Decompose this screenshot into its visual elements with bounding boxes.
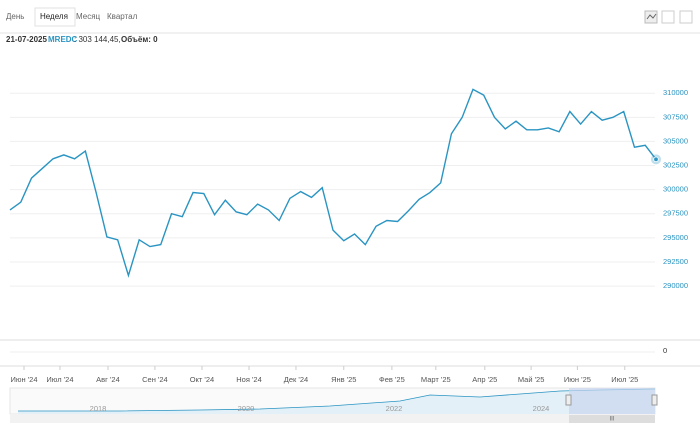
x-tick-label: Июл '24 <box>46 375 73 384</box>
x-tick-label: Фев '25 <box>379 375 405 384</box>
tab[interactable]: День <box>6 12 24 21</box>
scrollbar-grip: III <box>609 417 614 423</box>
y-tick-label: 292500 <box>663 257 688 266</box>
x-tick-label: Июн '25 <box>564 375 591 384</box>
volume-tick-label: 0 <box>663 346 667 355</box>
navigator-selection[interactable] <box>569 388 655 414</box>
info-ticker: MREDC <box>48 35 78 44</box>
navigator-year: 2024 <box>533 404 550 413</box>
y-tick-label: 295000 <box>663 233 688 242</box>
x-tick-label: Апр '25 <box>472 375 497 384</box>
x-tick-label: Дек '24 <box>284 375 308 384</box>
y-tick-label: 302500 <box>663 161 688 170</box>
price-line <box>9 88 657 278</box>
x-tick-label: Сен '24 <box>142 375 168 384</box>
y-tick-label: 310000 <box>663 88 688 97</box>
icon-line-glyph <box>646 13 657 20</box>
scrollbar[interactable] <box>10 415 655 423</box>
navigator-year: 2022 <box>386 404 403 413</box>
navigator-handle[interactable] <box>651 394 658 406</box>
last-point <box>653 156 659 163</box>
toolbar <box>0 0 700 33</box>
x-tick-label: Авг '24 <box>96 375 120 384</box>
icon-bars[interactable] <box>661 10 675 24</box>
tab[interactable]: Месяц <box>76 12 101 21</box>
tab[interactable]: Неделя <box>40 12 68 21</box>
x-tick-label: Ноя '24 <box>236 375 262 384</box>
info-volume: Объём: 0 <box>121 35 158 44</box>
icon-candles[interactable] <box>679 10 693 24</box>
navigator-handle[interactable] <box>565 394 572 406</box>
tab[interactable]: Квартал <box>107 12 138 21</box>
navigator-year: 2018 <box>90 404 107 413</box>
x-tick-label: Март '25 <box>421 375 451 384</box>
y-tick-label: 305000 <box>663 136 688 145</box>
y-tick-label: 300000 <box>663 185 688 194</box>
info-price: : 303 144,45, <box>74 35 121 44</box>
x-tick-label: Окт '24 <box>190 375 215 384</box>
x-tick-label: Янв '25 <box>331 375 356 384</box>
navigator-area <box>18 389 655 414</box>
tab-selected-bg[interactable] <box>34 7 76 27</box>
info-date: 21-07-2025 <box>6 35 47 44</box>
navigator-line <box>18 388 656 412</box>
y-tick-label: 297500 <box>663 209 688 218</box>
y-tick-label: 290000 <box>663 281 688 290</box>
scrollbar-thumb[interactable] <box>569 415 655 423</box>
navigator-year: 2020 <box>238 404 255 413</box>
icon-line[interactable] <box>644 10 658 24</box>
x-tick-label: Июн '24 <box>10 375 37 384</box>
x-tick-label: Май '25 <box>518 375 545 384</box>
y-tick-label: 307500 <box>663 112 688 121</box>
x-tick-label: Июл '25 <box>611 375 638 384</box>
